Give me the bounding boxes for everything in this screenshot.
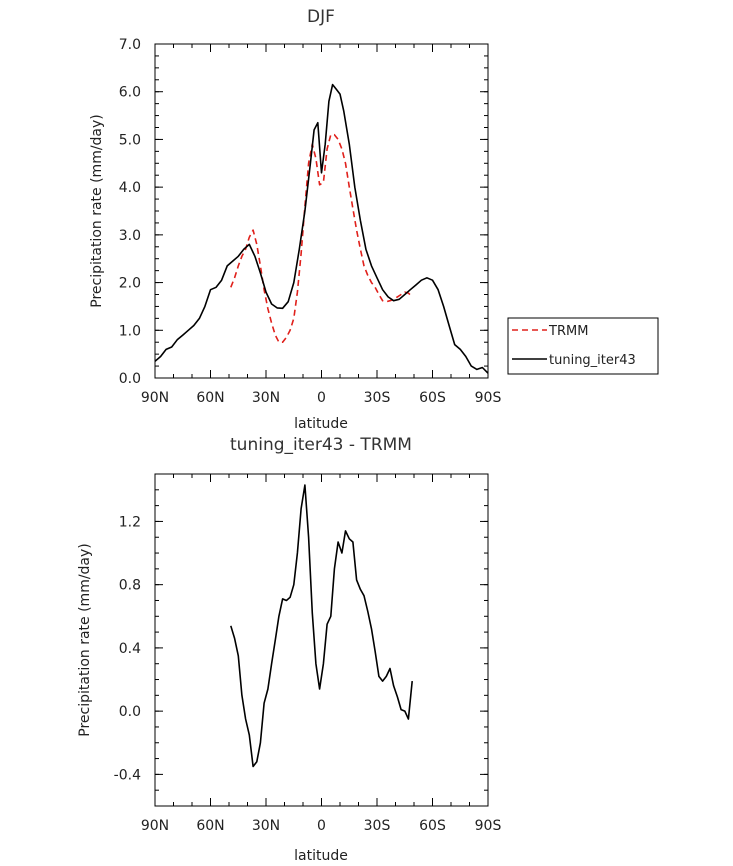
x-tick-label: 30N: [252, 390, 280, 406]
x-tick-label: 90S: [475, 818, 502, 834]
y-tick-label: 1.2: [119, 514, 141, 530]
bottom-series-lines: [230, 484, 413, 768]
top-x-tick-labels: 90N 60N 30N 0 30S 60S 90S: [141, 390, 502, 406]
legend-label-tuning: tuning_iter43: [549, 353, 636, 368]
bottom-axis-ticks: [154, 473, 489, 807]
y-tick-label: 0.4: [119, 641, 141, 657]
x-tick-label: 0: [317, 390, 326, 406]
y-tick-label: 3.0: [119, 228, 141, 244]
top-chart-title: DJF: [307, 7, 335, 27]
top-x-axis-label: latitude: [294, 416, 348, 432]
x-tick-label: 60S: [419, 818, 446, 834]
legend-box: [507, 317, 659, 375]
y-tick-label: 6.0: [119, 85, 141, 101]
top-y-tick-labels: 0.0 1.0 2.0 3.0 4.0 5.0 6.0 7.0: [119, 37, 141, 387]
top-series-line-tuning-iter43: [154, 83, 489, 374]
x-tick-label: 90S: [475, 390, 502, 406]
bottom-panel: tuning_iter43 - TRMM 90N 60N 30N 0 30S 60S 90S…: [77, 435, 501, 864]
x-tick-label: 60N: [196, 818, 224, 834]
y-tick-label: 5.0: [119, 132, 141, 148]
x-tick-label: 30N: [252, 818, 280, 834]
x-tick-label: 90N: [141, 390, 169, 406]
y-tick-label: 0.8: [119, 578, 141, 594]
x-tick-label: 60S: [419, 390, 446, 406]
y-tick-label: 4.0: [119, 180, 141, 196]
bottom-series-line-series-0: [230, 484, 413, 768]
y-tick-label: 1.0: [119, 323, 141, 339]
x-tick-label: 60N: [196, 390, 224, 406]
bottom-x-axis-label: latitude: [294, 848, 348, 864]
x-tick-label: 0: [317, 818, 326, 834]
y-tick-label: -0.4: [114, 767, 141, 783]
bottom-chart-title: tuning_iter43 - TRMM: [230, 435, 412, 455]
top-series-line-trmm: [230, 133, 413, 344]
top-axis-ticks: [154, 43, 489, 379]
top-y-axis-label: Precipitation rate (mm/day): [89, 114, 105, 308]
y-tick-label: 2.0: [119, 276, 141, 292]
x-tick-label: 30S: [364, 390, 391, 406]
y-tick-label: 7.0: [119, 37, 141, 53]
top-plot-frame: [154, 43, 489, 379]
x-tick-label: 90N: [141, 818, 169, 834]
legend-label-trmm: TRMM: [548, 324, 588, 339]
y-tick-label: 0.0: [119, 371, 141, 387]
y-tick-label: 0.0: [119, 704, 141, 720]
bottom-plot-frame: [154, 473, 489, 807]
top-panel: DJF 90N 60N 30N 0 30S 60S 90S 0.0 1.0 2.0 3.0 4.0 5…: [89, 7, 501, 432]
bottom-y-tick-labels: -0.4 0.0 0.4 0.8 1.2: [114, 514, 141, 783]
x-tick-label: 30S: [364, 818, 391, 834]
top-series-lines: [154, 83, 489, 374]
legend: TRMM tuning_iter43: [507, 317, 659, 375]
bottom-x-tick-labels: 90N 60N 30N 0 30S 60S 90S: [141, 818, 502, 834]
bottom-y-axis-label: Precipitation rate (mm/day): [77, 543, 93, 737]
